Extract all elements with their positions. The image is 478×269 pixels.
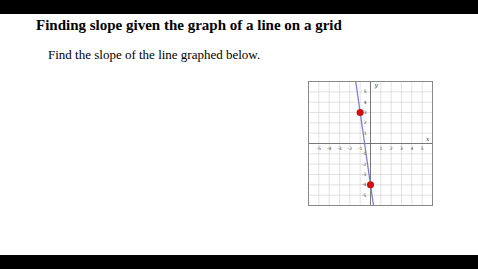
svg-text:x: x bbox=[426, 135, 430, 142]
svg-text:1: 1 bbox=[379, 146, 382, 151]
svg-text:5: 5 bbox=[364, 89, 367, 94]
svg-text:-5: -5 bbox=[317, 146, 322, 151]
svg-text:-4: -4 bbox=[327, 146, 332, 151]
svg-text:-1: -1 bbox=[358, 146, 363, 151]
svg-text:1: 1 bbox=[364, 131, 367, 136]
html-text:Find the slope of the line gra: Find the slope of the line graphed below… bbox=[48, 47, 261, 62]
svg-text:3: 3 bbox=[400, 146, 403, 151]
svg-text:-2: -2 bbox=[362, 162, 367, 167]
svg-text:2: 2 bbox=[364, 120, 367, 125]
svg-text:-4: -4 bbox=[362, 182, 367, 187]
svg-text:4: 4 bbox=[364, 100, 367, 105]
svg-text:-3: -3 bbox=[337, 146, 342, 151]
svg-text:-3: -3 bbox=[362, 172, 367, 177]
svg-text:-5: -5 bbox=[362, 193, 367, 198]
html-text:Finding slope given the graph: Finding slope given the graph of a line … bbox=[36, 17, 342, 33]
svg-text:3: 3 bbox=[364, 110, 367, 115]
svg-text:2: 2 bbox=[390, 146, 393, 151]
svg-text:5: 5 bbox=[421, 146, 424, 151]
svg-text:-1: -1 bbox=[362, 151, 367, 157]
svg-text:-2: -2 bbox=[348, 146, 353, 151]
svg-text:y: y bbox=[374, 81, 379, 89]
svg-text:4: 4 bbox=[410, 146, 413, 151]
